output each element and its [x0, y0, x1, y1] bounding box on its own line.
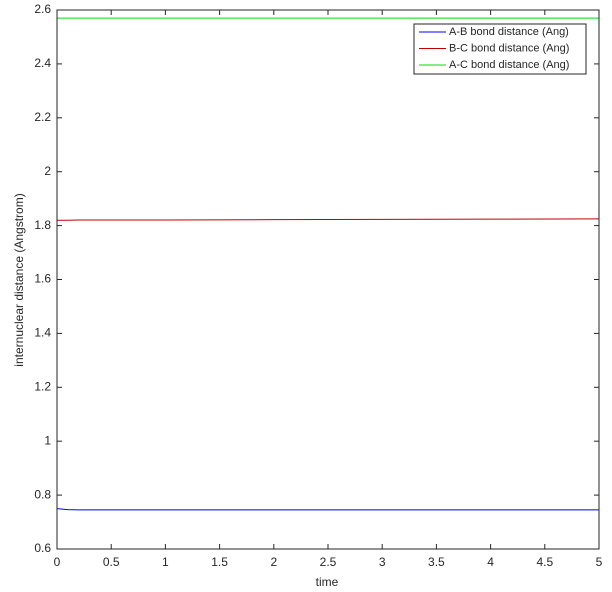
- x-tick-label: 0.5: [103, 555, 120, 569]
- legend-label: A-B bond distance (Ang): [449, 26, 569, 38]
- x-tick-label: 1.5: [211, 555, 228, 569]
- legend: A-B bond distance (Ang) B-C bond distance…: [413, 23, 587, 75]
- series-line: [56, 508, 599, 511]
- x-axis-label: time: [316, 575, 339, 589]
- y-tick-label: 1.4: [34, 326, 51, 340]
- x-tick-label: 1: [162, 555, 169, 569]
- x-tick-label: 4: [487, 555, 494, 569]
- y-tick-label: 2.6: [34, 2, 51, 16]
- y-tick-label: 2.4: [34, 56, 51, 70]
- y-tick-label: 2.2: [34, 110, 51, 124]
- y-tick-label: 1: [44, 433, 51, 447]
- x-tick-label: 4.5: [536, 555, 553, 569]
- series-line: [57, 218, 600, 221]
- x-tick-label: 5: [596, 555, 603, 569]
- x-tick-label: 3.5: [428, 555, 445, 569]
- legend-label: B-C bond distance (Ang): [449, 42, 569, 54]
- y-tick-label: 0.8: [34, 487, 51, 501]
- y-tick-label: 2: [44, 164, 51, 178]
- axes-box: [56, 9, 600, 550]
- y-axis-label: internuclear distance (Angstrom): [12, 193, 26, 366]
- x-tick-label: 0: [54, 555, 61, 569]
- plot-area: [57, 10, 599, 549]
- x-tick-label: 2.5: [320, 555, 337, 569]
- y-tick-label: 1.6: [34, 272, 51, 286]
- y-tick-label: 1.2: [34, 379, 51, 393]
- legend-label: A-C bond distance (Ang): [449, 59, 569, 71]
- x-tick-label: 2: [270, 555, 277, 569]
- x-tick-label: 3: [379, 555, 386, 569]
- y-tick-label: 1.8: [34, 218, 51, 232]
- y-tick-label: 0.6: [34, 541, 51, 555]
